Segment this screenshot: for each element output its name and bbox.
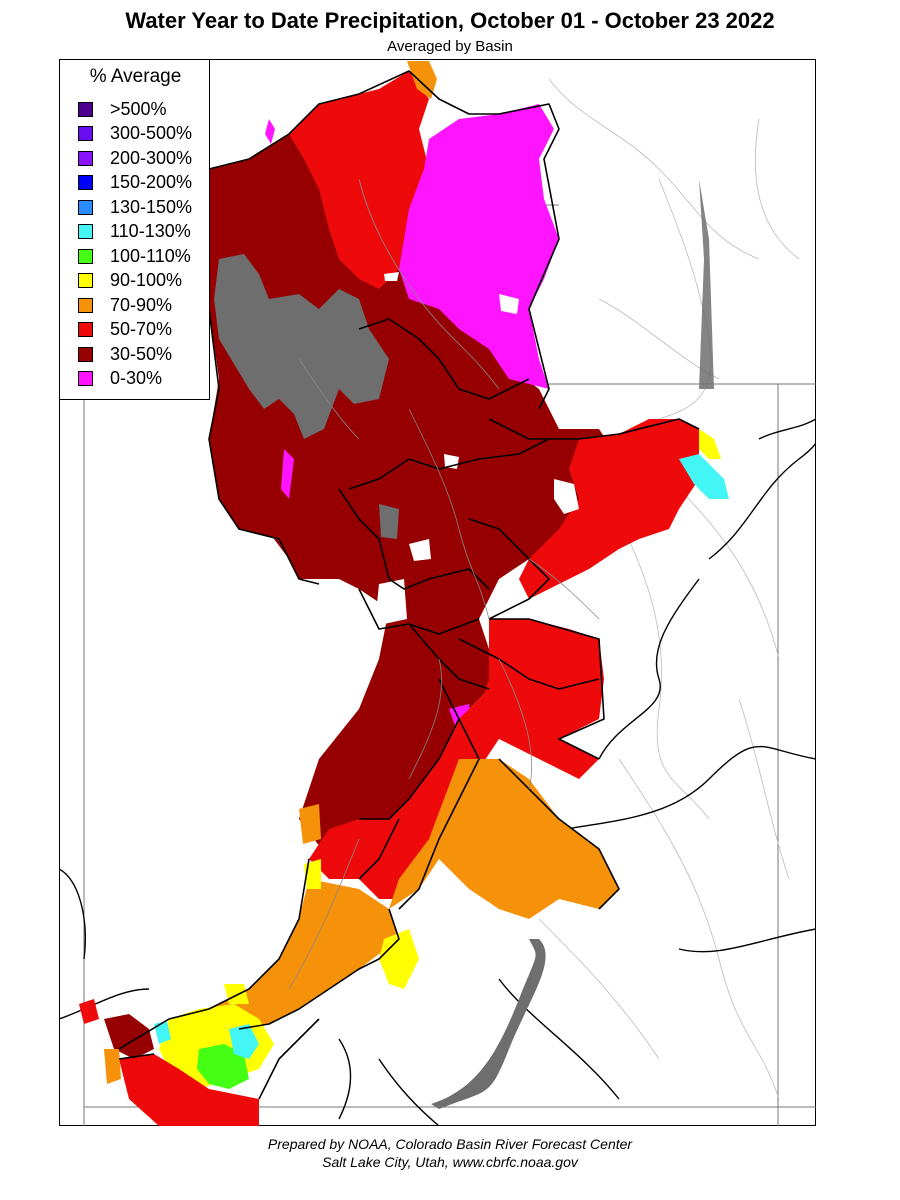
map-subtitle: Averaged by Basin [387,38,513,55]
legend-swatch [78,371,93,386]
legend-swatch [78,199,93,215]
region-70-90-south [389,759,619,919]
legend-label: 30-50% [110,343,173,364]
region-50-70-east [519,419,699,599]
legend-title: % Average [89,66,182,87]
river-lines [538,78,800,1100]
reservoir-right [431,939,546,1109]
legend-label: 70-90% [110,294,173,315]
credit-line-2: Salt Lake City, Utah, www.cbrfc.noaa.gov [322,1154,578,1170]
legend-item: 30-50% [78,344,172,364]
legend-swatch [78,273,93,288]
legend-item: 150-200% [78,172,193,193]
region-50-70-southwest-bottom [119,1054,259,1126]
legend-label: 110-130% [110,221,191,241]
legend-item: 110-130% [78,221,191,242]
legend-label: >500% [110,98,167,119]
legend-item: 50-70% [78,319,173,340]
credit-line-1: Prepared by NOAA, Colorado Basin River F… [267,1136,633,1152]
legend-item: 0-30% [78,368,163,389]
data-gaps [377,272,579,624]
region-110-130-southwest [229,1024,259,1059]
region-30-50-southwest [104,1014,154,1059]
legend-swatch [78,175,93,190]
legend-label: 90-100% [110,270,183,290]
region-90-100-east [699,429,721,459]
legend-label: 130-150% [110,196,193,217]
legend-item: 200-300% [78,148,192,168]
legend-swatch [78,126,93,141]
legend-label: 200-300% [110,147,193,168]
legend-item: 130-150% [78,197,192,217]
legend-swatch [78,297,93,313]
region-90-100-south [379,929,419,989]
legend-item: >500% [78,99,167,119]
region-100-110 [197,1044,249,1089]
no-data-area [214,254,389,439]
legend-swatch [78,248,93,264]
legend-label: 100-110% [110,245,191,266]
legend-item: 300-500% [78,123,193,144]
legend-label: 150-200% [110,172,193,192]
legend-swatch [78,346,93,362]
legend-swatch [78,101,93,117]
region-30-50 [209,94,619,859]
map-title: Water Year to Date Precipitation, Octobe… [125,8,775,33]
legend-swatch [78,322,93,337]
legend-swatch [78,150,93,166]
region-50-70-southeast [479,619,604,779]
legend-swatch [78,224,93,239]
legend: % Average >500% 300-500% 200-300% 150-20… [59,59,210,400]
legend-label: 0-30% [110,368,163,388]
legend-item: 90-100% [78,270,183,291]
outside-basin-lines [59,399,816,1126]
region-50-70-central-south [309,689,499,899]
region-110-130-east [679,454,729,499]
legend-item: 100-110% [78,246,191,266]
region-0-30-northeast [399,104,559,389]
legend-label: 300-500% [110,123,193,143]
region-30-50-west [209,169,319,579]
precipitation-map [59,59,816,1126]
legend-item: 70-90% [78,295,172,315]
internal-rivers [288,178,600,990]
legend-label: 50-70% [110,319,173,339]
basin-outlines [118,70,700,1100]
